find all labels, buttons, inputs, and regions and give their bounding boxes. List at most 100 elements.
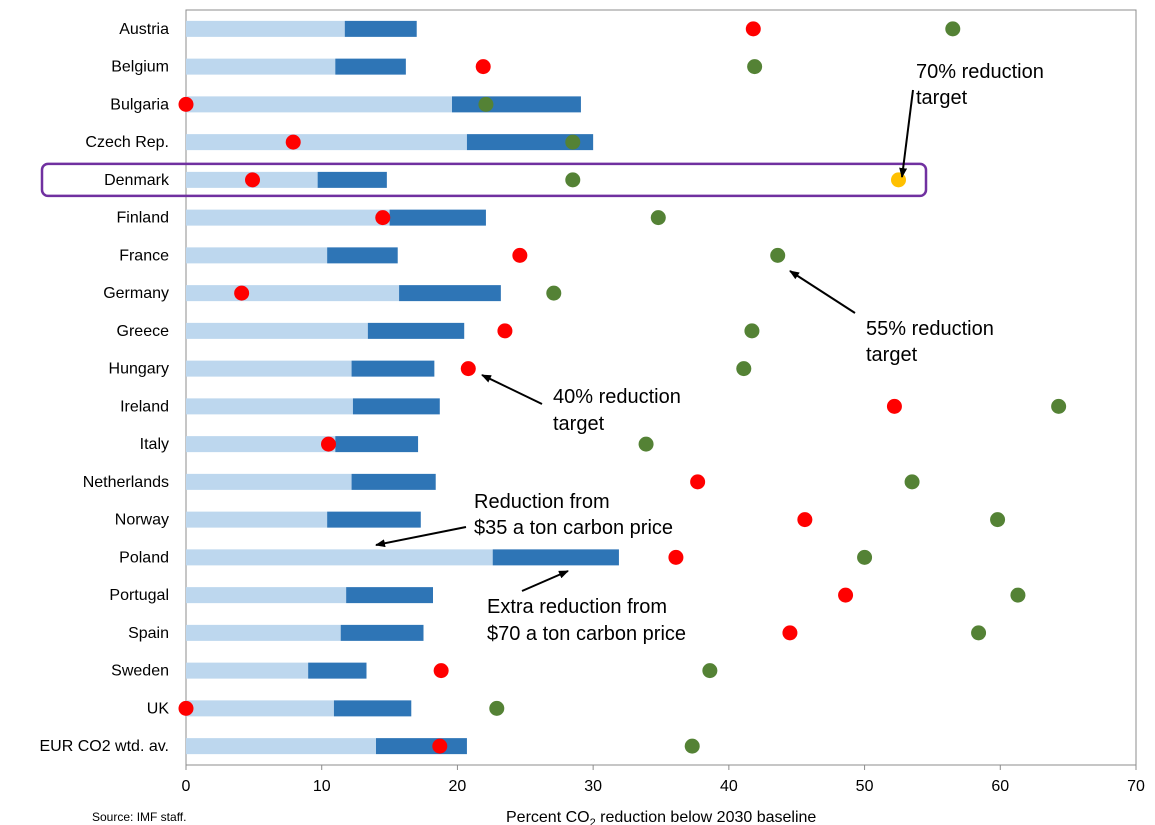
dot-55-spain (971, 625, 987, 641)
dot-55-italy (638, 436, 654, 452)
dot-55-germany (546, 285, 562, 301)
category-label-austria: Austria (119, 21, 169, 38)
annotation-55-line1: 55% reduction (866, 318, 994, 340)
bar-base-finland (186, 209, 390, 226)
bar-extra-france (327, 247, 398, 264)
annotation-55-arrow (789, 270, 856, 314)
dot-55-belgium (747, 59, 763, 75)
bar-extra-austria (344, 20, 417, 37)
dot-40-belgium (475, 59, 491, 75)
category-label-netherlands: Netherlands (83, 474, 169, 491)
category-label-germany: Germany (103, 285, 169, 302)
dot-55-poland (857, 549, 873, 565)
annotation-35-line2: $35 a ton carbon price (474, 517, 673, 539)
category-label-czech-rep: Czech Rep. (85, 134, 169, 151)
x-axis-title-subscript: 2 (590, 817, 596, 825)
bar-extra-greece (367, 322, 465, 339)
annotation-70-line2: target (916, 87, 968, 109)
bar-extra-denmark (317, 171, 387, 188)
annotation-40-arrow (481, 374, 543, 405)
bar-base-sweden (186, 662, 309, 679)
annotation-35-arrow (375, 526, 467, 548)
bar-extra-spain (340, 624, 424, 641)
dot-40-greece (497, 323, 513, 339)
annotation-70extra-arrow (521, 570, 569, 592)
category-label-greece: Greece (117, 323, 170, 340)
dot-55-czech-rep (565, 134, 581, 150)
bar-base-netherlands (186, 473, 352, 490)
category-label-hungary: Hungary (109, 361, 169, 378)
dot-40-portugal (838, 587, 854, 603)
x-axis: 0 10 20 30 40 50 60 70 (182, 764, 1145, 795)
dot-55-france (770, 247, 786, 263)
bar-base-poland (186, 549, 493, 566)
dots-layer (178, 21, 1067, 754)
x-tick-label-60: 60 (991, 778, 1009, 795)
x-tick-label-40: 40 (720, 778, 738, 795)
category-label-france: France (119, 247, 169, 264)
bar-extra-germany (399, 285, 501, 302)
bar-extra-norway (327, 511, 421, 528)
dot-40-czech-rep (285, 134, 301, 150)
category-labels: Austria Belgium Bulgaria Czech Rep. Denmark F… (39, 21, 170, 755)
annotation-70extra-line1: Extra reduction from (487, 596, 667, 618)
bar-extra-eur-co2-wtd-av (376, 738, 467, 755)
dot-55-uk (489, 700, 505, 716)
category-label-italy: Italy (140, 436, 169, 453)
dot-55-netherlands (904, 474, 920, 490)
annotation-70: 70% reduction target (899, 61, 1044, 178)
category-label-portugal: Portugal (109, 587, 169, 604)
dot-55-ireland (1051, 398, 1067, 414)
bar-extra-belgium (335, 58, 406, 75)
category-label-sweden: Sweden (111, 663, 169, 680)
dot-40-austria (745, 21, 761, 37)
bar-base-germany (186, 285, 400, 302)
annotation-55: 55% reduction target (789, 270, 994, 366)
bar-base-ireland (186, 398, 353, 415)
dot-70-denmark (891, 172, 906, 188)
bar-base-france (186, 247, 328, 264)
bar-base-norway (186, 511, 328, 528)
x-tick-label-10: 10 (313, 778, 331, 795)
x-axis-title: Percent CO2 reduction below 2030 baselin… (506, 809, 816, 825)
bar-extra-portugal (346, 587, 433, 604)
category-label-denmark: Denmark (104, 172, 170, 189)
bar-base-uk (186, 700, 334, 717)
denmark-highlight-box (40, 162, 928, 198)
bar-base-eur-co2-wtd-av (186, 738, 376, 755)
bar-base-italy (186, 436, 336, 453)
annotation-70-extra: Extra reduction from $70 a ton carbon pr… (487, 570, 686, 645)
bar-extra-italy (335, 436, 419, 453)
annotation-40-line1: 40% reduction (553, 386, 681, 408)
bar-base-austria (186, 20, 345, 37)
source-note: Source: IMF staff. (92, 810, 186, 824)
x-tick-label-0: 0 (182, 778, 191, 795)
dot-55-greece (744, 323, 760, 339)
x-tick-label-50: 50 (856, 778, 874, 795)
dot-55-denmark (565, 172, 581, 188)
dot-40-italy (321, 436, 336, 452)
dot-55-bulgaria (478, 96, 494, 112)
dot-55-norway (990, 512, 1006, 528)
bar-base-belgium (186, 58, 336, 75)
bar-base-bulgaria (186, 96, 452, 113)
dot-40-uk (178, 700, 194, 716)
category-label-finland: Finland (117, 210, 169, 227)
bar-extra-netherlands (351, 473, 436, 490)
dot-55-austria (945, 21, 961, 37)
bar-extra-finland (389, 209, 486, 226)
annotation-55-line2: target (866, 344, 918, 366)
bar-extra-bulgaria (452, 96, 581, 113)
annotation-35-reduction: Reduction from $35 a ton carbon price (375, 491, 673, 548)
dot-55-eur-co2-wtd-av (684, 738, 700, 754)
dot-55-hungary (736, 361, 752, 377)
x-tick-label-30: 30 (584, 778, 602, 795)
annotation-40: 40% reduction target (481, 374, 681, 435)
dot-40-sweden (433, 663, 449, 679)
annotation-40-line2: target (553, 413, 605, 435)
bar-extra-sweden (308, 662, 367, 679)
bar-extra-poland (492, 549, 619, 566)
annotation-70extra-line2: $70 a ton carbon price (487, 623, 686, 645)
dot-40-poland (668, 549, 684, 565)
bar-base-czech-rep (186, 134, 467, 151)
